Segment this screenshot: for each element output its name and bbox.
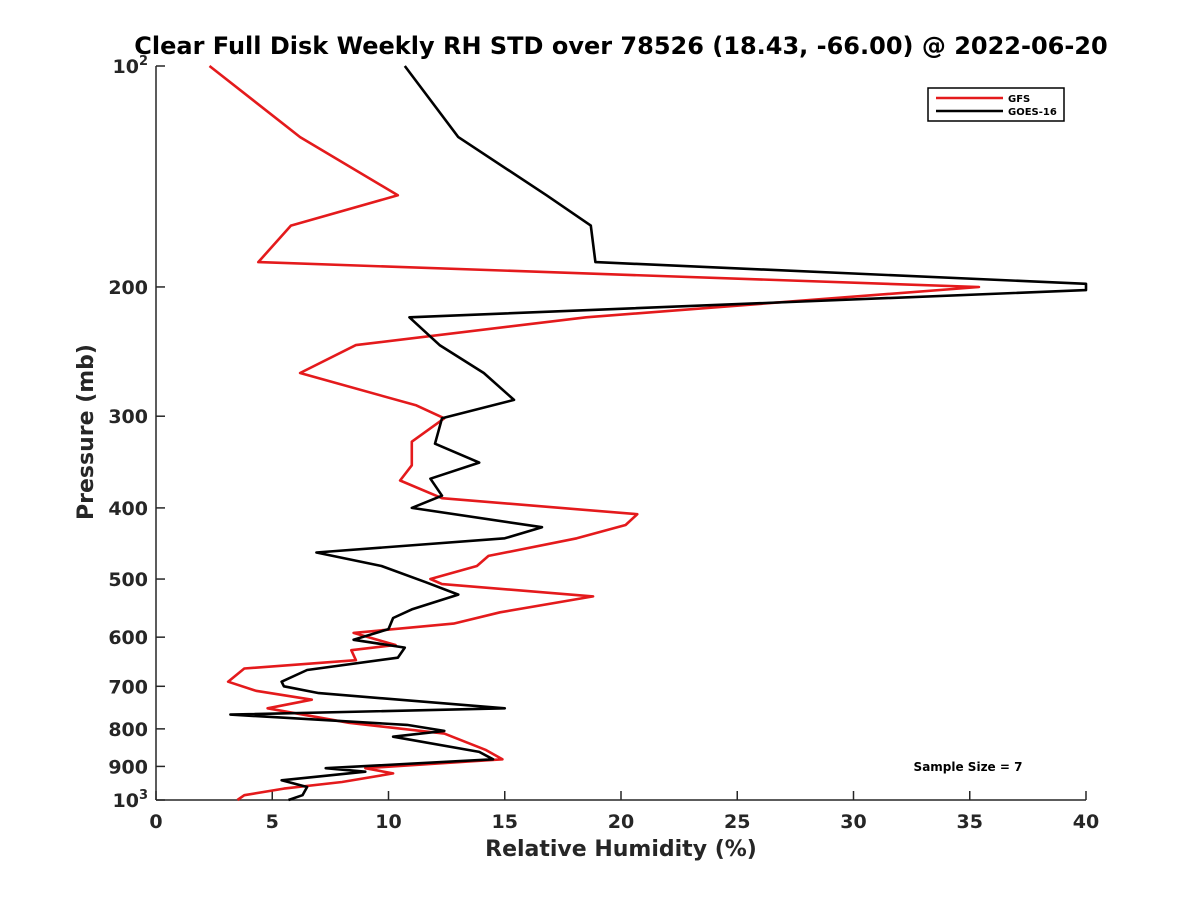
y-tick-label: 800 bbox=[108, 719, 148, 741]
y-tick-label: 400 bbox=[108, 498, 148, 520]
legend-box bbox=[927, 87, 1065, 122]
y-tick-label: 300 bbox=[108, 406, 148, 428]
y-axis: 102 200 300 400 500 600 700 800 900 103 bbox=[108, 54, 165, 812]
y-tick-label: 102 bbox=[113, 54, 149, 78]
y-tick-label: 900 bbox=[108, 756, 148, 778]
x-axis-label: Relative Humidity (%) bbox=[485, 837, 757, 862]
series-line-gfs bbox=[208, 64, 981, 802]
chart-title: Clear Full Disk Weekly RH STD over 78526… bbox=[134, 32, 1107, 60]
legend-label-goes-16: GOES-16 bbox=[1008, 107, 1057, 118]
legend: GFS GOES-16 bbox=[927, 87, 1065, 122]
y-tick-label: 103 bbox=[113, 788, 149, 812]
x-tick-label: 30 bbox=[840, 811, 866, 833]
y-tick-label: 700 bbox=[108, 676, 148, 698]
sample-size-annotation: Sample Size = 7 bbox=[914, 760, 1023, 774]
x-tick-label: 10 bbox=[375, 811, 401, 833]
x-axis: 0 5 10 15 20 25 30 35 40 bbox=[149, 791, 1099, 833]
series-line-goes-16 bbox=[229, 65, 1088, 802]
x-tick-label: 35 bbox=[957, 811, 983, 833]
legend-label-gfs: GFS bbox=[1008, 94, 1030, 105]
x-tick-label: 15 bbox=[492, 811, 518, 833]
x-tick-label: 0 bbox=[149, 811, 162, 833]
y-tick-label: 500 bbox=[108, 569, 148, 591]
y-tick-label: 600 bbox=[108, 627, 148, 649]
x-tick-label: 25 bbox=[724, 811, 750, 833]
y-tick-label: 200 bbox=[108, 277, 148, 299]
series-layer bbox=[208, 64, 1088, 802]
x-tick-label: 40 bbox=[1073, 811, 1099, 833]
x-tick-label: 20 bbox=[608, 811, 634, 833]
y-axis-label: Pressure (mb) bbox=[74, 344, 99, 520]
x-tick-label: 5 bbox=[266, 811, 279, 833]
